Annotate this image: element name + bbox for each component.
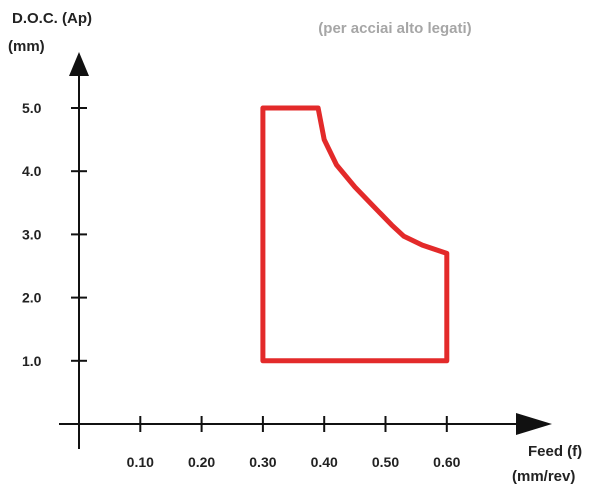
x-tick-label: 0.30 (249, 454, 276, 470)
x-tick-label: 0.20 (188, 454, 215, 470)
axes (59, 52, 552, 449)
y-tick-label: 3.0 (22, 226, 42, 242)
x-axis-title-line1: Feed (f) (528, 443, 582, 460)
y-tick-label: 2.0 (22, 290, 42, 306)
x-tick-label: 0.50 (372, 454, 399, 470)
y-axis-title-line2: (mm) (8, 38, 45, 55)
y-tick-label: 5.0 (22, 100, 42, 116)
x-axis-arrow (516, 413, 552, 435)
working-region-outline (260, 105, 450, 364)
y-axis-title-line1: D.O.C. (Ap) (12, 10, 92, 27)
x-axis-title-line2: (mm/rev) (512, 468, 575, 485)
y-tick-label: 4.0 (22, 163, 42, 179)
x-tick-label: 0.10 (127, 454, 154, 470)
region-layer (260, 105, 450, 364)
subtitle: (per acciai alto legati) (318, 20, 471, 37)
ticks: 0.10 0.20 0.30 0.40 0.50 0.60 1.0 2.0 3.0 4.0 5.0 (22, 100, 461, 470)
x-tick-label: 0.60 (433, 454, 460, 470)
x-tick-label: 0.40 (311, 454, 338, 470)
y-axis-arrow (69, 52, 89, 76)
y-tick-label: 1.0 (22, 353, 42, 369)
